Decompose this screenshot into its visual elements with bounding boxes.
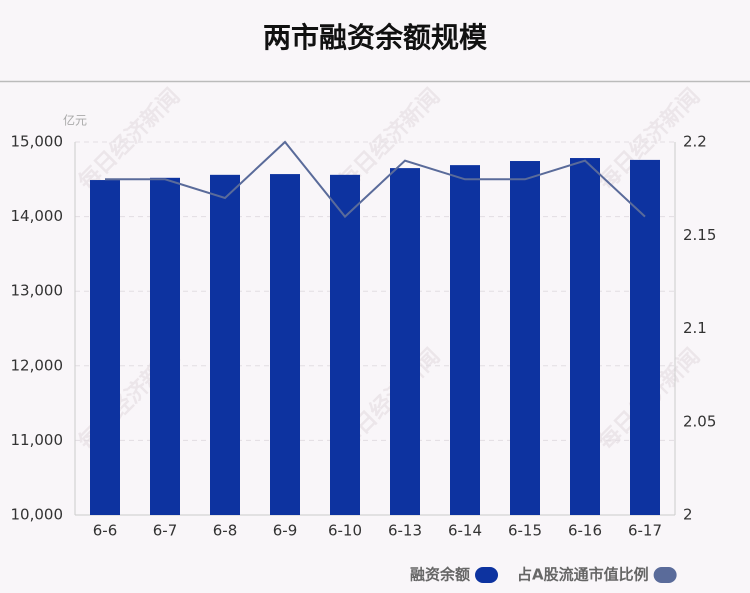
line [105, 140, 646, 219]
bar [210, 174, 240, 515]
x-tick-label: 6-7 [153, 522, 178, 540]
x-tick-label: 6-9 [273, 522, 298, 540]
y2-tick-label: 2.05 [683, 412, 716, 430]
chart-title: 两市融资余额规模 [263, 21, 488, 54]
y-tick-label: 13,000 [11, 282, 64, 300]
y-tick-label: 10,000 [11, 506, 64, 524]
y-tick-label: 14,000 [11, 207, 64, 225]
y2-tick-label: 2.1 [683, 319, 707, 337]
y2-tick-label: 2 [683, 506, 693, 524]
y-tick-label: 15,000 [11, 133, 64, 151]
legend-swatch [475, 567, 499, 583]
bar [90, 180, 120, 515]
x-tick-label: 6-15 [508, 522, 542, 540]
legend-label: 融资余额 [410, 566, 470, 584]
unit-label: 亿元 [63, 113, 87, 128]
x-tick-label: 6-17 [628, 522, 662, 540]
y-tick-label: 11,000 [11, 431, 64, 449]
bar [630, 159, 660, 516]
bar [570, 158, 600, 515]
bar [510, 161, 540, 515]
y2-tick-label: 2.15 [683, 226, 716, 244]
bar [390, 168, 420, 516]
x-tick-label: 6-10 [328, 522, 362, 540]
x-tick-label: 6-8 [213, 522, 238, 540]
x-tick-label: 6-6 [93, 522, 118, 540]
legend-swatch [653, 567, 677, 583]
x-tick-label: 6-13 [388, 522, 422, 540]
bar [270, 174, 300, 515]
bar [450, 165, 480, 515]
bar [330, 174, 360, 515]
y2-tick-label: 2.2 [683, 133, 707, 151]
x-tick-label: 6-14 [448, 522, 482, 540]
x-tick-label: 6-16 [568, 522, 602, 540]
bar [150, 177, 180, 516]
legend-label: 占A股流通市值比例 [517, 566, 649, 584]
y-tick-label: 12,000 [11, 356, 64, 374]
